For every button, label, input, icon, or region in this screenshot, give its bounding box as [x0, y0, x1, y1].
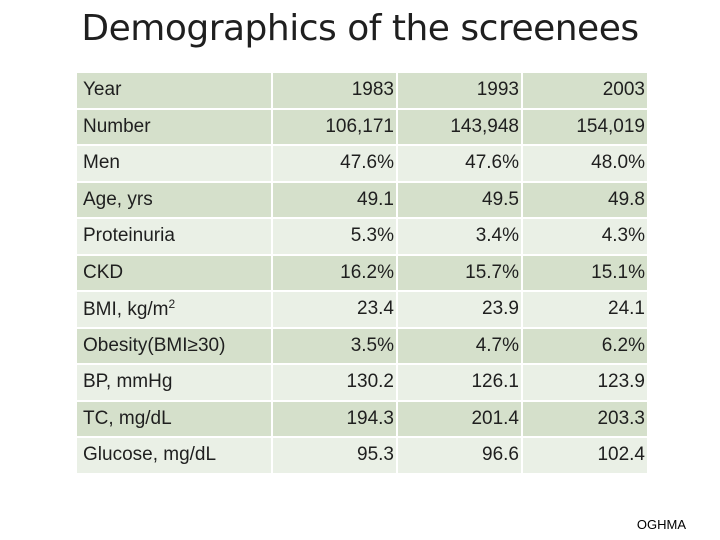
- cell-2003: 49.8: [523, 182, 649, 219]
- table-body: Year 1983 1993 2003 Number 106,171 143,9…: [77, 73, 649, 475]
- row-label: Men: [77, 146, 273, 183]
- cell-1993: 126.1: [398, 365, 523, 402]
- cell-2003: 4.3%: [523, 219, 649, 256]
- cell-1993: 15.7%: [398, 255, 523, 292]
- cell-1993: 23.9: [398, 292, 523, 329]
- cell-2003: 15.1%: [523, 255, 649, 292]
- cell-1983: 16.2%: [273, 255, 398, 292]
- table-row: Proteinuria 5.3% 3.4% 4.3%: [77, 219, 649, 256]
- cell-2003: 123.9: [523, 365, 649, 402]
- cell-1983: 5.3%: [273, 219, 398, 256]
- cell-2003: 6.2%: [523, 328, 649, 365]
- cell-1993: 47.6%: [398, 146, 523, 183]
- cell-1993: 4.7%: [398, 328, 523, 365]
- demographics-table: Year 1983 1993 2003 Number 106,171 143,9…: [77, 73, 649, 475]
- row-label: BMI, kg/m2: [77, 292, 273, 329]
- cell-2003: 48.0%: [523, 146, 649, 183]
- table-row: CKD 16.2% 15.7% 15.1%: [77, 255, 649, 292]
- cell-1993: 143,948: [398, 109, 523, 146]
- row-label: Year: [77, 73, 273, 110]
- table-row: Obesity(BMI≥30) 3.5% 4.7% 6.2%: [77, 328, 649, 365]
- row-label-text: BMI, kg/m: [83, 299, 169, 321]
- cell-1983: 194.3: [273, 401, 398, 438]
- cell-2003: 203.3: [523, 401, 649, 438]
- cell-1983: 23.4: [273, 292, 398, 329]
- row-label: Age, yrs: [77, 182, 273, 219]
- cell-2003: 154,019: [523, 109, 649, 146]
- cell-1983: 49.1: [273, 182, 398, 219]
- cell-1983: 95.3: [273, 438, 398, 475]
- row-label: TC, mg/dL: [77, 401, 273, 438]
- cell-1983: 47.6%: [273, 146, 398, 183]
- table-row: BMI, kg/m2 23.4 23.9 24.1: [77, 292, 649, 329]
- table-row: Year 1983 1993 2003: [77, 73, 649, 110]
- cell-1983: 130.2: [273, 365, 398, 402]
- cell-1983: 3.5%: [273, 328, 398, 365]
- page-title: Demographics of the screenees: [81, 8, 639, 49]
- row-label: Proteinuria: [77, 219, 273, 256]
- cell-1983: 1983: [273, 73, 398, 110]
- cell-2003: 102.4: [523, 438, 649, 475]
- table-row: Number 106,171 143,948 154,019: [77, 109, 649, 146]
- row-label: Glucose, mg/dL: [77, 438, 273, 475]
- table-row: Glucose, mg/dL 95.3 96.6 102.4: [77, 438, 649, 475]
- row-label: Number: [77, 109, 273, 146]
- cell-1993: 201.4: [398, 401, 523, 438]
- table-row: BP, mmHg 130.2 126.1 123.9: [77, 365, 649, 402]
- footer-credit: OGHMA: [636, 517, 686, 532]
- superscript-2: 2: [168, 297, 176, 312]
- table-row: TC, mg/dL 194.3 201.4 203.3: [77, 401, 649, 438]
- cell-2003: 24.1: [523, 292, 649, 329]
- row-label: CKD: [77, 255, 273, 292]
- cell-1993: 3.4%: [398, 219, 523, 256]
- table-row: Men 47.6% 47.6% 48.0%: [77, 146, 649, 183]
- cell-1993: 1993: [398, 73, 523, 110]
- cell-1993: 49.5: [398, 182, 523, 219]
- cell-1993: 96.6: [398, 438, 523, 475]
- row-label: Obesity(BMI≥30): [77, 328, 273, 365]
- table-row: Age, yrs 49.1 49.5 49.8: [77, 182, 649, 219]
- cell-1983: 106,171: [273, 109, 398, 146]
- row-label: BP, mmHg: [77, 365, 273, 402]
- cell-2003: 2003: [523, 73, 649, 110]
